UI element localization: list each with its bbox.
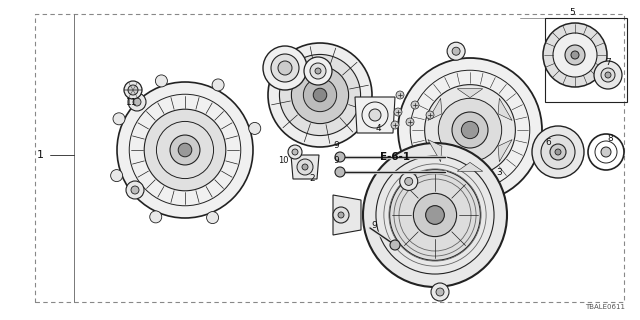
Polygon shape	[428, 140, 442, 162]
Circle shape	[156, 75, 168, 87]
Circle shape	[131, 186, 139, 194]
Circle shape	[532, 126, 584, 178]
Circle shape	[369, 109, 381, 121]
Circle shape	[335, 167, 345, 177]
Circle shape	[128, 93, 146, 111]
Circle shape	[400, 172, 418, 190]
Circle shape	[291, 67, 349, 124]
Circle shape	[425, 85, 515, 175]
Text: TBALE0611: TBALE0611	[585, 304, 625, 310]
Polygon shape	[498, 98, 512, 120]
Bar	[545, 18, 627, 102]
Circle shape	[303, 78, 337, 112]
Circle shape	[150, 211, 162, 223]
Circle shape	[601, 147, 611, 157]
Circle shape	[315, 68, 321, 74]
Circle shape	[404, 177, 413, 185]
Text: 4: 4	[376, 124, 381, 132]
Circle shape	[391, 121, 399, 129]
Circle shape	[271, 54, 299, 82]
Polygon shape	[428, 98, 442, 120]
Circle shape	[553, 33, 597, 77]
Text: 11: 11	[126, 98, 138, 107]
Circle shape	[333, 207, 349, 223]
Circle shape	[113, 113, 125, 125]
Circle shape	[144, 109, 226, 191]
Circle shape	[541, 135, 575, 169]
Polygon shape	[355, 97, 395, 133]
Circle shape	[536, 148, 554, 166]
Circle shape	[413, 193, 456, 236]
Circle shape	[249, 123, 260, 134]
Circle shape	[335, 152, 345, 162]
Circle shape	[426, 111, 434, 119]
Circle shape	[447, 42, 465, 60]
Text: 3: 3	[496, 167, 502, 177]
Circle shape	[426, 206, 444, 224]
Circle shape	[605, 72, 611, 78]
Circle shape	[571, 51, 579, 59]
Circle shape	[288, 145, 302, 159]
Circle shape	[280, 54, 360, 136]
Circle shape	[302, 164, 308, 170]
Circle shape	[268, 43, 372, 147]
Circle shape	[594, 61, 622, 89]
Circle shape	[297, 159, 313, 175]
Circle shape	[461, 121, 479, 139]
Text: 2: 2	[309, 173, 315, 182]
Circle shape	[438, 98, 502, 162]
Circle shape	[310, 63, 326, 79]
Circle shape	[178, 143, 192, 157]
Circle shape	[550, 144, 566, 160]
Circle shape	[313, 88, 327, 102]
Text: 9: 9	[333, 156, 339, 164]
Polygon shape	[291, 155, 319, 179]
Circle shape	[390, 240, 400, 250]
Text: 7: 7	[605, 58, 611, 67]
Circle shape	[207, 212, 219, 224]
Text: 6: 6	[545, 138, 551, 147]
Circle shape	[411, 101, 419, 109]
Circle shape	[263, 46, 307, 90]
Circle shape	[555, 149, 561, 155]
Circle shape	[304, 57, 332, 85]
Circle shape	[601, 68, 615, 82]
Text: E-6-1: E-6-1	[380, 152, 410, 162]
Circle shape	[133, 98, 141, 106]
Circle shape	[565, 45, 585, 65]
Circle shape	[406, 118, 414, 126]
Circle shape	[124, 81, 142, 99]
Circle shape	[431, 283, 449, 301]
Circle shape	[363, 143, 507, 287]
Circle shape	[396, 91, 404, 99]
Circle shape	[541, 153, 549, 161]
Circle shape	[126, 181, 144, 199]
Text: 8: 8	[607, 133, 612, 142]
Circle shape	[292, 149, 298, 155]
Circle shape	[452, 47, 460, 55]
Circle shape	[436, 288, 444, 296]
Circle shape	[543, 23, 607, 87]
Circle shape	[278, 61, 292, 75]
Circle shape	[170, 135, 200, 165]
Text: 9: 9	[333, 140, 339, 149]
Circle shape	[111, 170, 123, 182]
Circle shape	[398, 58, 542, 202]
Circle shape	[117, 82, 253, 218]
Polygon shape	[333, 195, 361, 235]
Polygon shape	[457, 89, 483, 98]
Circle shape	[390, 170, 481, 260]
Circle shape	[452, 112, 488, 148]
Circle shape	[394, 108, 402, 116]
Polygon shape	[498, 140, 512, 162]
Circle shape	[212, 79, 224, 91]
Text: 5: 5	[569, 7, 575, 17]
Circle shape	[128, 85, 138, 95]
Circle shape	[338, 212, 344, 218]
Text: 1: 1	[37, 150, 44, 160]
Text: 9: 9	[371, 220, 377, 229]
Text: 10: 10	[278, 156, 289, 164]
Polygon shape	[457, 163, 483, 171]
